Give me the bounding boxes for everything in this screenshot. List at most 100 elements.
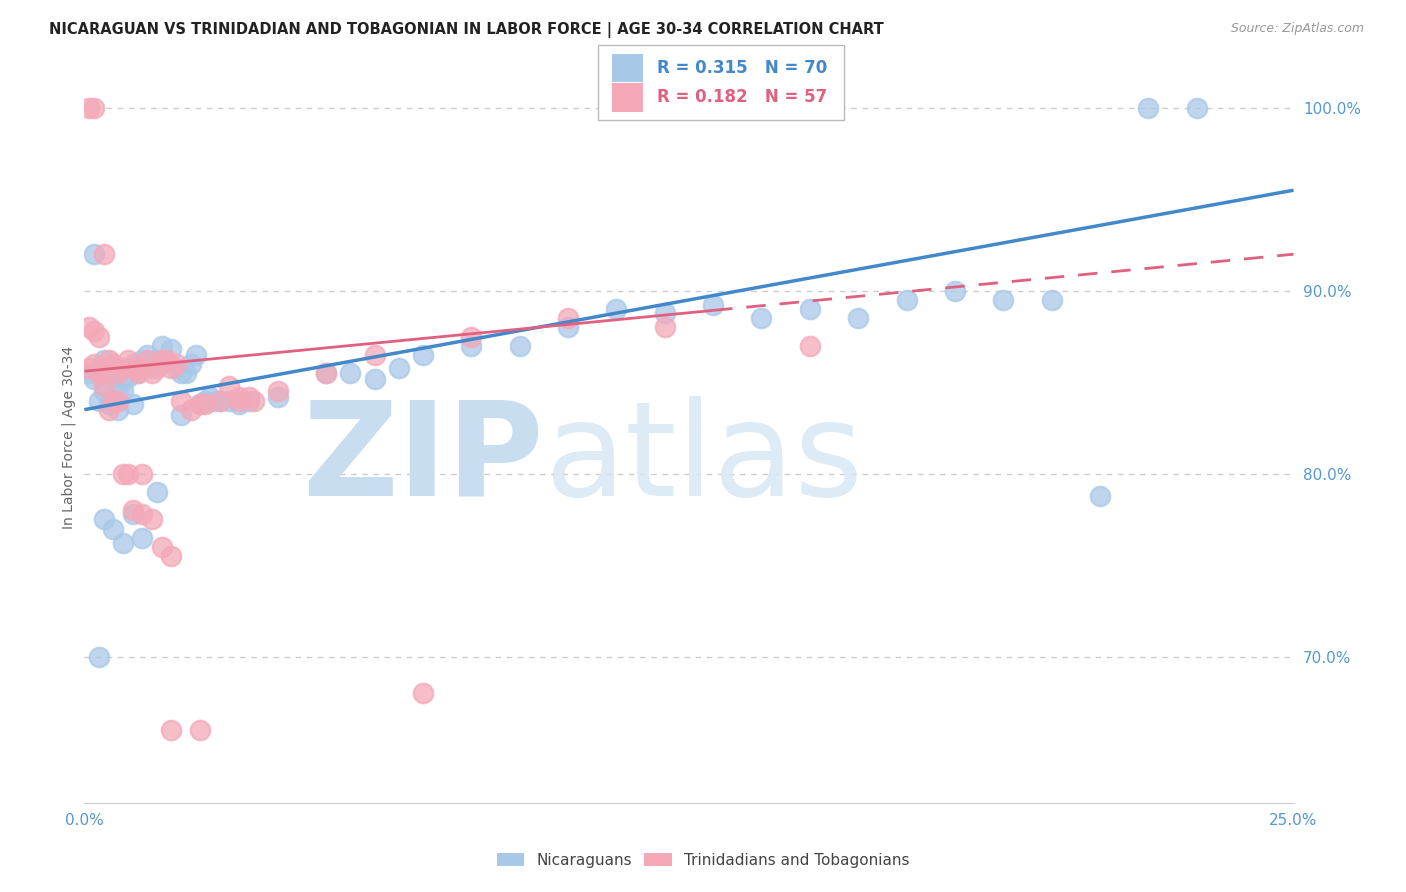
Point bbox=[93, 512, 115, 526]
Point bbox=[1040, 293, 1063, 307]
Point bbox=[1137, 101, 1160, 115]
Point bbox=[208, 393, 231, 408]
Point bbox=[412, 686, 434, 700]
Point bbox=[141, 512, 163, 526]
Point bbox=[174, 366, 197, 380]
Point bbox=[509, 339, 531, 353]
Point bbox=[242, 393, 264, 408]
Point bbox=[180, 402, 202, 417]
Point bbox=[170, 366, 193, 380]
Point bbox=[131, 353, 153, 368]
Point bbox=[93, 379, 115, 393]
Point bbox=[103, 393, 125, 408]
Point bbox=[83, 371, 105, 385]
Point bbox=[136, 353, 159, 368]
Point bbox=[107, 384, 129, 399]
Point bbox=[141, 366, 163, 380]
Text: ZIP: ZIP bbox=[302, 395, 544, 523]
Point bbox=[150, 540, 173, 554]
Point bbox=[160, 343, 183, 357]
Point bbox=[121, 357, 143, 371]
Point bbox=[150, 339, 173, 353]
Point bbox=[184, 348, 207, 362]
Point bbox=[93, 384, 115, 399]
Point bbox=[117, 353, 139, 368]
Text: atlas: atlas bbox=[544, 395, 863, 523]
Point bbox=[190, 723, 212, 737]
Point bbox=[146, 484, 169, 499]
Point bbox=[121, 397, 143, 411]
Point bbox=[702, 298, 724, 312]
Point bbox=[267, 390, 290, 404]
Point bbox=[460, 339, 482, 353]
Point bbox=[218, 393, 240, 408]
Text: R = 0.182   N = 57: R = 0.182 N = 57 bbox=[657, 88, 827, 106]
Point bbox=[112, 536, 135, 550]
Point bbox=[97, 353, 120, 368]
Point bbox=[97, 402, 120, 417]
Point bbox=[165, 357, 187, 371]
Point bbox=[896, 293, 918, 307]
Point bbox=[846, 311, 869, 326]
Point bbox=[136, 348, 159, 362]
Point bbox=[146, 353, 169, 368]
Point bbox=[204, 393, 226, 408]
Point bbox=[112, 467, 135, 481]
Point bbox=[170, 393, 193, 408]
Point bbox=[363, 371, 385, 385]
Point bbox=[121, 503, 143, 517]
Point bbox=[1185, 101, 1208, 115]
Point bbox=[238, 393, 260, 408]
Point bbox=[141, 360, 163, 375]
Point bbox=[557, 311, 579, 326]
Point bbox=[799, 301, 821, 317]
Point bbox=[150, 353, 173, 368]
Point bbox=[155, 353, 177, 368]
Point bbox=[103, 393, 125, 408]
Point bbox=[127, 366, 149, 380]
Point bbox=[943, 284, 966, 298]
Point bbox=[131, 467, 153, 481]
Point bbox=[460, 329, 482, 343]
Text: NICARAGUAN VS TRINIDADIAN AND TOBAGONIAN IN LABOR FORCE | AGE 30-34 CORRELATION : NICARAGUAN VS TRINIDADIAN AND TOBAGONIAN… bbox=[49, 22, 884, 38]
Point bbox=[228, 393, 250, 408]
Point bbox=[208, 393, 231, 408]
Point bbox=[388, 360, 411, 375]
Text: Source: ZipAtlas.com: Source: ZipAtlas.com bbox=[1230, 22, 1364, 36]
Point bbox=[160, 723, 183, 737]
Point bbox=[190, 397, 212, 411]
Point bbox=[412, 348, 434, 362]
Point bbox=[751, 311, 773, 326]
Point bbox=[117, 369, 139, 384]
Point bbox=[83, 101, 105, 115]
Point bbox=[267, 384, 290, 399]
Point bbox=[557, 320, 579, 334]
Point bbox=[339, 366, 361, 380]
Point bbox=[160, 549, 183, 563]
Point bbox=[77, 360, 100, 375]
Point bbox=[112, 371, 135, 385]
Point bbox=[194, 397, 217, 411]
Point bbox=[107, 366, 129, 380]
Y-axis label: In Labor Force | Age 30-34: In Labor Force | Age 30-34 bbox=[62, 345, 76, 529]
Point bbox=[654, 320, 676, 334]
Point bbox=[107, 402, 129, 417]
Point bbox=[799, 339, 821, 353]
Point bbox=[97, 397, 120, 411]
Point bbox=[155, 353, 177, 368]
Point bbox=[180, 357, 202, 371]
Point bbox=[654, 306, 676, 320]
Point bbox=[93, 366, 115, 380]
Text: R = 0.315   N = 70: R = 0.315 N = 70 bbox=[657, 59, 827, 77]
Point bbox=[83, 247, 105, 261]
Point bbox=[165, 360, 187, 375]
Point bbox=[87, 393, 110, 408]
Point bbox=[77, 366, 100, 380]
Point bbox=[228, 397, 250, 411]
Legend: Nicaraguans, Trinidadians and Tobagonians: Nicaraguans, Trinidadians and Tobagonian… bbox=[489, 845, 917, 875]
Point bbox=[198, 390, 221, 404]
Point bbox=[160, 360, 183, 375]
Point bbox=[103, 521, 125, 535]
Point bbox=[218, 379, 240, 393]
Point bbox=[170, 408, 193, 422]
